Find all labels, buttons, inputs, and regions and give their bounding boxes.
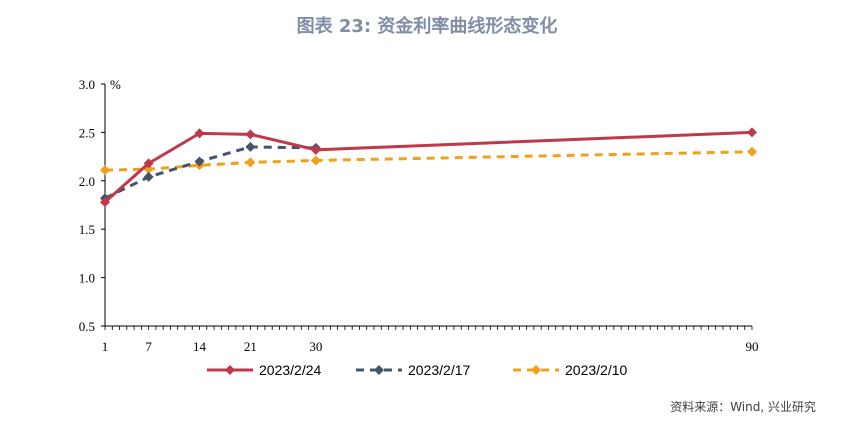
series-point (747, 146, 757, 157)
series-2 (100, 141, 321, 204)
series-point (100, 165, 110, 176)
x-tick-label: 14 (193, 339, 207, 354)
legend-swatch-marker (374, 365, 384, 375)
series-layer (100, 127, 757, 208)
x-tick-label: 7 (145, 339, 152, 354)
chart-title: 图表 23: 资金利率曲线形态变化 (296, 16, 558, 37)
axes: 0.5 1.0 1.5 2.0 2.5 3.0 % 1 7 14 21 30 90 (79, 77, 759, 354)
legend-item-3: 2023/2/10 (513, 362, 627, 378)
x-tick-label: 90 (746, 339, 759, 354)
series-point (310, 155, 321, 166)
series-point (143, 158, 154, 169)
series-point (194, 156, 205, 167)
y-tick-label: 2.0 (79, 174, 95, 189)
legend-swatch-marker (531, 365, 541, 375)
series-1 (100, 127, 757, 208)
series-line (104, 130, 753, 204)
x-tick-label: 21 (244, 339, 257, 354)
series-point (245, 129, 256, 140)
series-point (143, 171, 154, 182)
series-point (310, 144, 321, 155)
legend-label: 2023/2/10 (565, 362, 627, 378)
legend-label: 2023/2/24 (259, 362, 321, 378)
series-point (245, 157, 256, 168)
series-line (104, 150, 753, 172)
series-point (747, 127, 757, 138)
y-axis-unit-label: % (110, 77, 121, 92)
series-point (245, 141, 256, 152)
legend-item-1: 2023/2/24 (207, 362, 321, 378)
x-tick-label: 30 (309, 339, 322, 354)
legend: 2023/2/24 2023/2/17 2023/2/10 (207, 362, 627, 378)
series-point (100, 197, 110, 208)
y-tick-label: 2.5 (79, 125, 95, 140)
y-tick-label: 3.0 (79, 77, 95, 92)
y-tick-label: 1.5 (79, 222, 95, 237)
series-3 (100, 146, 757, 176)
source-note: 资料来源：Wind, 兴业研究 (670, 400, 816, 414)
legend-item-2: 2023/2/17 (356, 362, 470, 378)
x-tick-label: 1 (102, 339, 109, 354)
legend-label: 2023/2/17 (408, 362, 470, 378)
y-tick-label: 0.5 (79, 319, 95, 334)
legend-swatch-marker (225, 365, 235, 375)
y-tick-label: 1.0 (79, 271, 95, 286)
series-point (194, 128, 205, 139)
